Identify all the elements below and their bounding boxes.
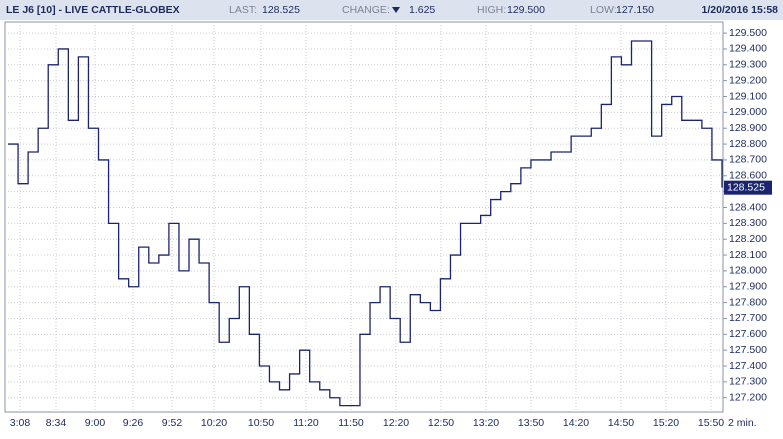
timestamp: 1/20/2016 15:58 [702,4,779,16]
x-tick-label: 11:50 [338,417,364,429]
y-tick-label: 128.400 [729,201,767,213]
change-label: CHANGE: [342,4,390,16]
high: 129.500 [507,4,545,16]
high-label: HIGH: [477,4,506,16]
y-tick-label: 128.200 [729,233,767,245]
y-tick-label: 127.500 [729,344,767,356]
y-tick-label: 129.300 [729,59,767,71]
x-tick-label: 10:50 [248,417,274,429]
y-tick-label: 129.100 [729,90,767,102]
y-tick-label: 127.700 [729,312,767,324]
low: 127.150 [616,4,654,16]
last-price-box [724,180,772,195]
x-tick-label: 12:50 [428,417,454,429]
price-line [8,40,723,407]
y-tick-label: 127.300 [729,376,767,388]
y-tick-label: 129.000 [729,106,767,118]
interval-label: 2 min. [728,417,757,429]
y-tick-label: 128.700 [729,154,767,166]
x-tick-label: 8:34 [46,417,67,429]
down-arrow [392,7,400,13]
last-label: LAST: [229,4,257,16]
x-tick-label: 11:20 [293,417,319,429]
y-tick-label: 129.500 [729,27,767,39]
y-tick-label: 127.200 [729,392,767,404]
y-tick-label: 128.000 [729,265,767,277]
low-label: LOW: [590,4,617,16]
y-tick-label: 128.900 [729,122,767,134]
y-tick-label: 129.200 [729,74,767,86]
change: 1.625 [409,4,435,16]
x-tick-label: 13:50 [518,417,544,429]
x-tick-label: 9:00 [85,417,106,429]
y-tick-label: 128.300 [729,217,767,229]
x-tick-label: 14:20 [563,417,589,429]
y-tick-label: 128.100 [729,249,767,261]
last: 128.525 [262,4,300,16]
header-bar [0,0,783,20]
x-tick-label: 12:20 [383,417,409,429]
y-tick-label: 127.400 [729,360,767,372]
x-tick-label: 14:50 [608,417,634,429]
last-price-label: 128.525 [727,181,765,193]
x-tick-label: 10:20 [201,417,227,429]
y-tick-label: 128.800 [729,138,767,150]
y-tick-label: 128.600 [729,170,767,182]
x-tick-label: 15:50 [698,417,724,429]
chart-title: LE J6 [10] - LIVE CATTLE-GLOBEX [6,4,180,16]
y-tick-label: 127.900 [729,281,767,293]
plot-area [4,21,724,413]
x-tick-label: 3:08 [10,417,31,429]
x-tick-label: 9:26 [123,417,144,429]
x-tick-label: 9:52 [162,417,183,429]
y-tick-label: 127.800 [729,296,767,308]
x-tick-label: 15:20 [653,417,679,429]
y-tick-label: 127.600 [729,328,767,340]
x-tick-label: 13:20 [473,417,499,429]
y-tick-label: 129.400 [729,43,767,55]
